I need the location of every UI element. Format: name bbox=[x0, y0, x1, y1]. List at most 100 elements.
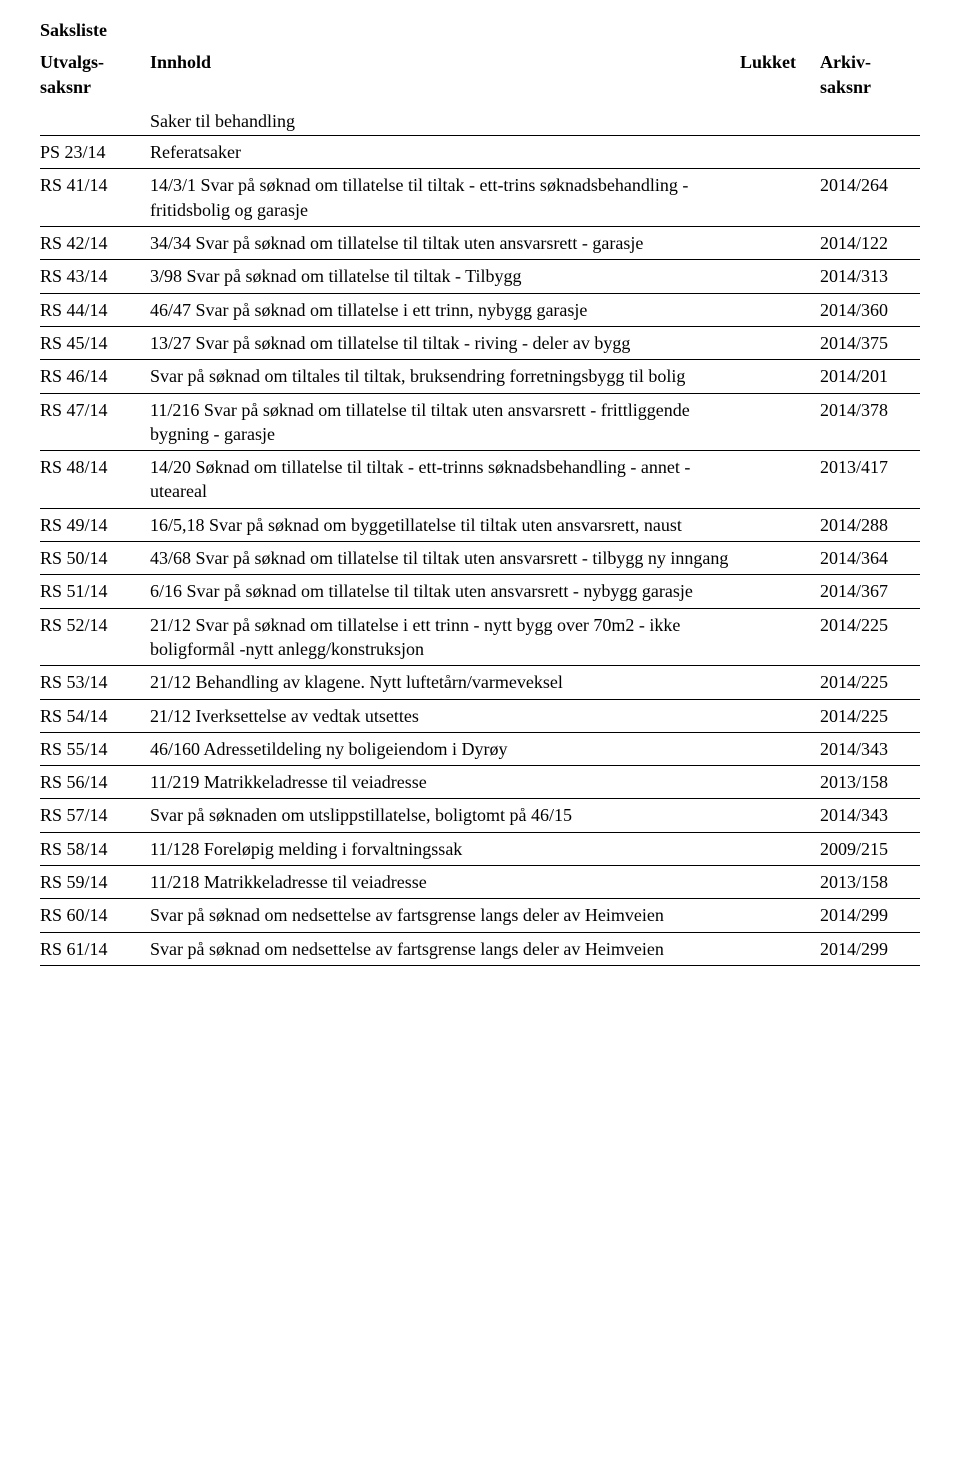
table-row: RS 59/1411/218 Matrikkeladresse til veia… bbox=[40, 866, 920, 899]
header-arkiv-line2: saksnr bbox=[820, 77, 871, 97]
section-heading-lukket bbox=[740, 109, 820, 133]
cell-saksnr: RS 54/14 bbox=[40, 704, 150, 728]
cell-saksnr: RS 52/14 bbox=[40, 613, 150, 637]
cell-saksnr: RS 56/14 bbox=[40, 770, 150, 794]
cell-innhold: 14/3/1 Svar på søknad om tillatelse til … bbox=[150, 173, 740, 222]
cell-arkiv: 2014/367 bbox=[820, 579, 920, 603]
cell-arkiv: 2014/288 bbox=[820, 513, 920, 537]
table-row: RS 51/146/16 Svar på søknad om tillatels… bbox=[40, 575, 920, 608]
cell-saksnr: RS 51/14 bbox=[40, 579, 150, 603]
cell-innhold: 3/98 Svar på søknad om tillatelse til ti… bbox=[150, 264, 740, 288]
table-body: PS 23/14ReferatsakerRS 41/1414/3/1 Svar … bbox=[40, 135, 920, 966]
header-lukket: Lukket bbox=[740, 50, 820, 99]
cell-innhold: 21/12 Svar på søknad om tillatelse i ett… bbox=[150, 613, 740, 662]
cell-arkiv: 2013/158 bbox=[820, 870, 920, 894]
cell-innhold: 43/68 Svar på søknad om tillatelse til t… bbox=[150, 546, 740, 570]
cell-innhold: 11/128 Foreløpig melding i forvaltningss… bbox=[150, 837, 740, 861]
header-saksnr-line2: saksnr bbox=[40, 77, 91, 97]
cell-innhold: Svar på søknad om nedsettelse av fartsgr… bbox=[150, 937, 740, 961]
cell-arkiv: 2009/215 bbox=[820, 837, 920, 861]
table-header-row: Utvalgs- saksnr Innhold Lukket Arkiv- sa… bbox=[40, 50, 920, 99]
cell-innhold: 11/219 Matrikkeladresse til veiadresse bbox=[150, 770, 740, 794]
cell-innhold: 34/34 Svar på søknad om tillatelse til t… bbox=[150, 231, 740, 255]
cell-innhold: 13/27 Svar på søknad om tillatelse til t… bbox=[150, 331, 740, 355]
table-row: RS 60/14Svar på søknad om nedsettelse av… bbox=[40, 899, 920, 932]
section-heading-arkiv bbox=[820, 109, 920, 133]
cell-saksnr: RS 49/14 bbox=[40, 513, 150, 537]
cell-saksnr: RS 61/14 bbox=[40, 937, 150, 961]
cell-arkiv: 2014/360 bbox=[820, 298, 920, 322]
table-row: PS 23/14Referatsaker bbox=[40, 135, 920, 169]
cell-innhold: 11/216 Svar på søknad om tillatelse til … bbox=[150, 398, 740, 447]
cell-arkiv: 2014/225 bbox=[820, 670, 920, 694]
table-row: RS 46/14Svar på søknad om tiltales til t… bbox=[40, 360, 920, 393]
header-arkiv: Arkiv- saksnr bbox=[820, 50, 920, 99]
table-row: RS 47/1411/216 Svar på søknad om tillate… bbox=[40, 394, 920, 452]
cell-innhold: 14/20 Søknad om tillatelse til tiltak - … bbox=[150, 455, 740, 504]
cell-saksnr: RS 50/14 bbox=[40, 546, 150, 570]
cell-arkiv: 2014/299 bbox=[820, 903, 920, 927]
cell-arkiv: 2014/343 bbox=[820, 803, 920, 827]
cell-saksnr: RS 45/14 bbox=[40, 331, 150, 355]
table-row: RS 52/1421/12 Svar på søknad om tillatel… bbox=[40, 609, 920, 667]
table-row: RS 53/1421/12 Behandling av klagene. Nyt… bbox=[40, 666, 920, 699]
cell-saksnr: RS 48/14 bbox=[40, 455, 150, 479]
cell-innhold: Svar på søknaden om utslippstillatelse, … bbox=[150, 803, 740, 827]
table-row: RS 58/1411/128 Foreløpig melding i forva… bbox=[40, 833, 920, 866]
cell-innhold: 6/16 Svar på søknad om tillatelse til ti… bbox=[150, 579, 740, 603]
table-row: RS 48/1414/20 Søknad om tillatelse til t… bbox=[40, 451, 920, 509]
cell-arkiv: 2014/378 bbox=[820, 398, 920, 422]
header-saksnr: Utvalgs- saksnr bbox=[40, 50, 150, 99]
cell-innhold: 21/12 Iverksettelse av vedtak utsettes bbox=[150, 704, 740, 728]
table-row: RS 42/1434/34 Svar på søknad om tillatel… bbox=[40, 227, 920, 260]
cell-innhold: 46/160 Adressetildeling ny boligeiendom … bbox=[150, 737, 740, 761]
cell-saksnr: RS 59/14 bbox=[40, 870, 150, 894]
cell-saksnr: RS 55/14 bbox=[40, 737, 150, 761]
cell-saksnr: RS 42/14 bbox=[40, 231, 150, 255]
cell-innhold: 21/12 Behandling av klagene. Nytt luftet… bbox=[150, 670, 740, 694]
cell-innhold: Referatsaker bbox=[150, 140, 740, 164]
cell-saksnr: RS 44/14 bbox=[40, 298, 150, 322]
section-heading-text: Saker til behandling bbox=[150, 109, 740, 133]
table-row: RS 45/1413/27 Svar på søknad om tillatel… bbox=[40, 327, 920, 360]
header-saksnr-line1: Utvalgs- bbox=[40, 52, 104, 72]
table-row: RS 57/14Svar på søknaden om utslippstill… bbox=[40, 799, 920, 832]
section-heading-row: Saker til behandling bbox=[40, 105, 920, 135]
table-row: RS 54/1421/12 Iverksettelse av vedtak ut… bbox=[40, 700, 920, 733]
cell-arkiv: 2014/364 bbox=[820, 546, 920, 570]
cell-arkiv: 2014/201 bbox=[820, 364, 920, 388]
header-arkiv-line1: Arkiv- bbox=[820, 52, 871, 72]
table-row: RS 56/1411/219 Matrikkeladresse til veia… bbox=[40, 766, 920, 799]
cell-arkiv: 2014/225 bbox=[820, 613, 920, 637]
cell-innhold: Svar på søknad om tiltales til tiltak, b… bbox=[150, 364, 740, 388]
cell-innhold: 11/218 Matrikkeladresse til veiadresse bbox=[150, 870, 740, 894]
cell-saksnr: RS 58/14 bbox=[40, 837, 150, 861]
cell-arkiv: 2013/158 bbox=[820, 770, 920, 794]
table-row: RS 49/1416/5,18 Svar på søknad om bygget… bbox=[40, 509, 920, 542]
page-title: Saksliste bbox=[40, 18, 920, 42]
cell-arkiv: 2014/313 bbox=[820, 264, 920, 288]
cell-arkiv: 2014/375 bbox=[820, 331, 920, 355]
cell-arkiv: 2014/122 bbox=[820, 231, 920, 255]
header-innhold: Innhold bbox=[150, 50, 740, 99]
cell-innhold: Svar på søknad om nedsettelse av fartsgr… bbox=[150, 903, 740, 927]
cell-arkiv: 2013/417 bbox=[820, 455, 920, 479]
cell-saksnr: RS 60/14 bbox=[40, 903, 150, 927]
cell-saksnr: RS 47/14 bbox=[40, 398, 150, 422]
cell-saksnr: RS 53/14 bbox=[40, 670, 150, 694]
cell-saksnr: RS 43/14 bbox=[40, 264, 150, 288]
cell-saksnr: RS 41/14 bbox=[40, 173, 150, 197]
cell-innhold: 16/5,18 Svar på søknad om byggetillatels… bbox=[150, 513, 740, 537]
cell-innhold: 46/47 Svar på søknad om tillatelse i ett… bbox=[150, 298, 740, 322]
cell-arkiv: 2014/343 bbox=[820, 737, 920, 761]
section-heading-spacer bbox=[40, 109, 150, 133]
table-row: RS 50/1443/68 Svar på søknad om tillatel… bbox=[40, 542, 920, 575]
cell-arkiv: 2014/225 bbox=[820, 704, 920, 728]
cell-saksnr: RS 46/14 bbox=[40, 364, 150, 388]
cell-arkiv: 2014/264 bbox=[820, 173, 920, 197]
table-row: RS 44/1446/47 Svar på søknad om tillatel… bbox=[40, 294, 920, 327]
cell-arkiv: 2014/299 bbox=[820, 937, 920, 961]
table-row: RS 41/1414/3/1 Svar på søknad om tillate… bbox=[40, 169, 920, 227]
table-row: RS 55/1446/160 Adressetildeling ny bolig… bbox=[40, 733, 920, 766]
cell-saksnr: RS 57/14 bbox=[40, 803, 150, 827]
